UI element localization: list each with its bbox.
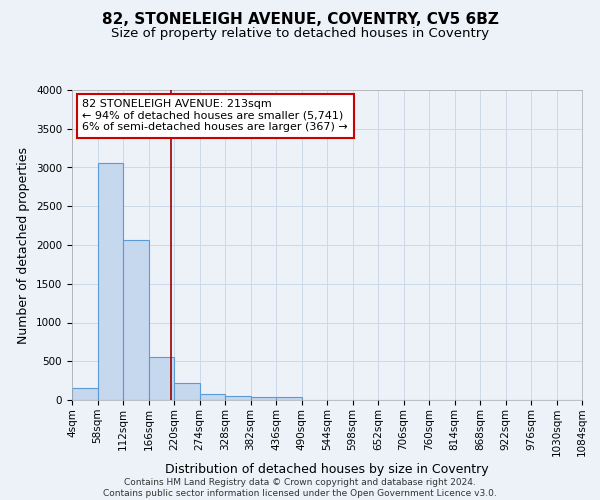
Bar [97, 163, 123, 400]
Text: Size of property relative to detached houses in Coventry: Size of property relative to detached ho… [111, 28, 489, 40]
Y-axis label: Number of detached properties: Number of detached properties [17, 146, 31, 344]
Bar [225, 396, 251, 400]
Bar [72, 388, 97, 400]
Text: Distribution of detached houses by size in Coventry: Distribution of detached houses by size … [165, 462, 489, 475]
Text: Contains HM Land Registry data © Crown copyright and database right 2024.
Contai: Contains HM Land Registry data © Crown c… [103, 478, 497, 498]
Bar [149, 356, 174, 400]
Text: 82, STONELEIGH AVENUE, COVENTRY, CV5 6BZ: 82, STONELEIGH AVENUE, COVENTRY, CV5 6BZ [101, 12, 499, 28]
Bar [251, 396, 276, 400]
Bar [174, 384, 199, 400]
Bar [123, 240, 149, 400]
Text: 82 STONELEIGH AVENUE: 213sqm
← 94% of detached houses are smaller (5,741)
6% of : 82 STONELEIGH AVENUE: 213sqm ← 94% of de… [82, 100, 348, 132]
Bar [200, 394, 225, 400]
Bar [276, 396, 302, 400]
